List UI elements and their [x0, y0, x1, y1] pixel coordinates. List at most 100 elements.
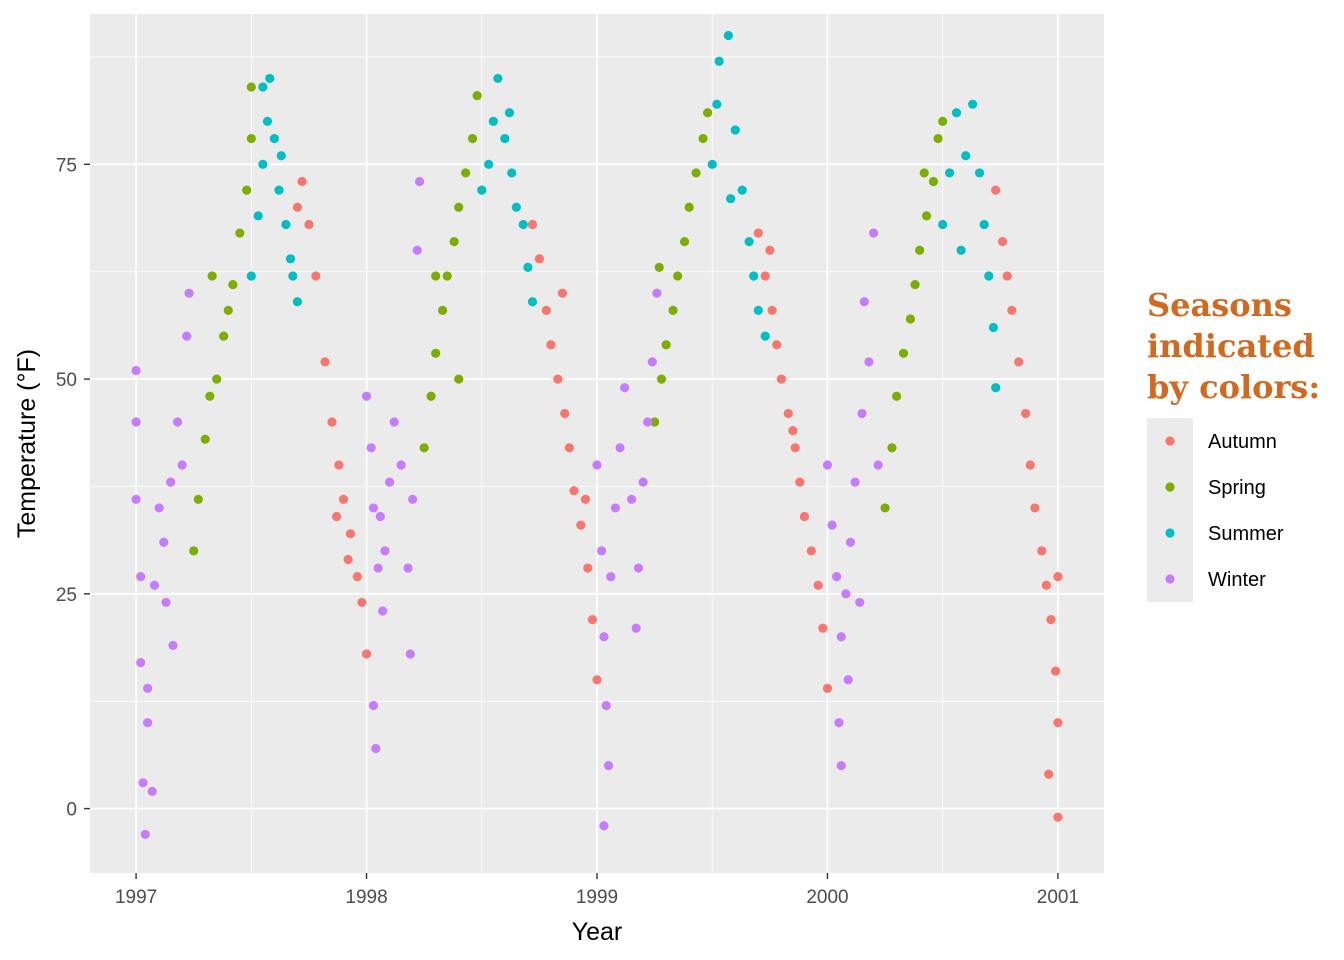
data-point — [276, 151, 286, 161]
data-point — [620, 383, 630, 393]
data-point — [569, 486, 579, 496]
data-point — [405, 649, 415, 659]
data-point — [703, 108, 713, 118]
data-point — [1007, 305, 1017, 315]
data-point — [304, 219, 314, 230]
data-point — [998, 237, 1008, 247]
series-winter — [131, 176, 883, 839]
data-point — [944, 168, 955, 178]
data-point — [799, 511, 810, 522]
data-point — [166, 477, 176, 487]
data-point — [832, 572, 842, 582]
data-point — [131, 494, 141, 504]
data-point — [182, 331, 192, 341]
data-point — [737, 185, 747, 195]
data-point — [1051, 666, 1061, 676]
data-point — [205, 391, 215, 401]
data-point — [767, 305, 777, 315]
series-summer — [246, 30, 1001, 393]
data-point — [431, 271, 441, 281]
data-point — [951, 108, 962, 118]
data-point — [143, 683, 153, 693]
data-point — [638, 477, 648, 487]
data-point — [576, 520, 586, 530]
data-point — [371, 743, 381, 754]
data-point — [991, 185, 1001, 195]
data-point — [806, 546, 816, 556]
data-point — [1030, 503, 1040, 513]
data-point — [776, 374, 786, 384]
data-point — [928, 176, 939, 187]
data-point — [836, 761, 846, 771]
data-point — [228, 279, 238, 290]
data-point — [189, 546, 199, 556]
data-point — [534, 254, 544, 264]
data-point — [311, 271, 321, 281]
data-point — [541, 305, 551, 315]
data-point — [507, 168, 517, 178]
data-point — [437, 305, 448, 315]
data-point — [650, 417, 660, 427]
data-point — [147, 786, 157, 796]
data-point — [707, 159, 717, 169]
data-point — [412, 245, 422, 255]
data-point — [749, 271, 759, 281]
data-point — [431, 348, 441, 358]
data-point — [656, 374, 667, 384]
data-point — [511, 202, 521, 212]
y-tick-label: 0 — [66, 800, 77, 821]
data-point — [361, 391, 372, 401]
data-point — [159, 537, 169, 547]
data-point — [461, 168, 471, 178]
data-point — [723, 30, 733, 41]
data-point — [795, 477, 805, 487]
data-point — [265, 73, 275, 84]
data-point — [744, 237, 754, 247]
data-point — [292, 202, 303, 212]
data-point — [1025, 460, 1035, 470]
data-point — [956, 245, 966, 255]
y-tick-label: 25 — [56, 585, 77, 606]
data-point — [712, 99, 722, 109]
data-point — [373, 563, 383, 573]
data-point — [366, 443, 376, 453]
data-point — [564, 443, 574, 453]
data-point — [331, 511, 342, 522]
data-point — [345, 529, 356, 539]
data-point — [864, 357, 874, 367]
data-point — [599, 821, 609, 831]
data-point — [938, 219, 948, 230]
data-point — [988, 322, 998, 333]
data-point — [626, 494, 637, 504]
data-point — [790, 443, 800, 453]
data-point — [891, 391, 902, 401]
data-point — [140, 829, 150, 839]
data-point — [1046, 614, 1056, 625]
data-point — [818, 623, 828, 633]
data-point — [242, 185, 252, 195]
axes: 1997 1998 1999 2000 2001 0 25 50 75 — [56, 155, 1079, 908]
data-point — [615, 443, 625, 453]
data-point — [691, 168, 701, 178]
data-point — [292, 297, 303, 307]
data-point — [919, 168, 929, 178]
data-point — [193, 494, 203, 504]
data-point — [855, 597, 865, 608]
data-point — [730, 125, 740, 135]
data-point — [601, 700, 611, 711]
data-point — [136, 572, 146, 582]
legend-title-line-3: by colors: — [1147, 368, 1320, 406]
data-points — [131, 30, 1063, 839]
legend-key-autumn — [1165, 436, 1175, 446]
data-point — [887, 443, 897, 453]
data-point — [138, 778, 148, 788]
data-point — [338, 494, 349, 504]
data-point — [845, 537, 856, 547]
legend-key-spring — [1165, 482, 1175, 492]
data-point — [783, 408, 793, 419]
data-point — [643, 417, 653, 427]
series-spring — [189, 82, 948, 556]
data-point — [827, 520, 837, 530]
data-point — [235, 228, 245, 238]
